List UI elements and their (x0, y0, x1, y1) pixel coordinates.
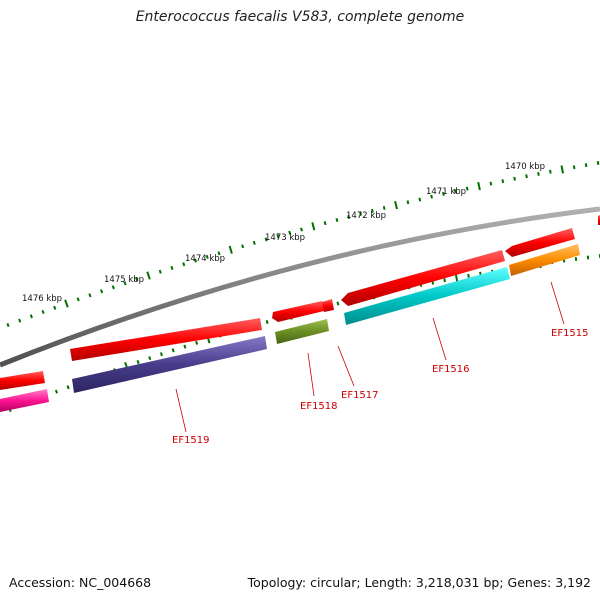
scale-label: 1473 kbp (265, 233, 305, 243)
minor-tick (241, 244, 245, 249)
minor-tick (159, 352, 163, 357)
gene-label: EF1517 (341, 390, 379, 401)
minor-tick (336, 301, 340, 306)
minor-tick (335, 217, 339, 222)
minor-tick (195, 340, 199, 345)
minor-tick (406, 200, 410, 205)
minor-tick (276, 234, 280, 239)
gene-ef1515-feature[interactable] (509, 244, 580, 276)
minor-tick (584, 163, 588, 168)
minor-tick (465, 186, 469, 191)
minor-tick (572, 165, 576, 170)
minor-tick (18, 318, 22, 323)
cds-feature[interactable] (341, 250, 505, 306)
minor-tick (217, 251, 221, 256)
gene-label: EF1516 (432, 364, 470, 375)
minor-tick (100, 289, 104, 294)
map-title: Enterococcus faecalis V583, complete gen… (135, 9, 465, 25)
minor-tick (549, 169, 552, 174)
scale-label: 1476 kbp (22, 294, 62, 304)
minor-tick (418, 197, 422, 202)
scale-label: 1471 kbp (426, 187, 466, 197)
minor-tick (123, 281, 127, 286)
leader-line (337, 345, 355, 387)
minor-tick (252, 240, 256, 245)
minor-tick (359, 211, 362, 216)
minor-tick (54, 389, 59, 394)
minor-tick (382, 205, 386, 210)
major-tick (454, 273, 459, 283)
gene-label: EF1518 (300, 401, 338, 412)
cds-feature[interactable] (272, 301, 324, 322)
genome-backbone (0, 206, 600, 368)
minor-tick (288, 230, 292, 235)
minor-tick (136, 359, 140, 365)
gene-ef1519-feature[interactable] (72, 336, 267, 393)
minor-tick (170, 265, 174, 270)
cds-feature[interactable] (0, 371, 45, 390)
minor-tick (135, 277, 139, 282)
minor-tick (442, 191, 445, 196)
major-tick (477, 181, 481, 191)
minor-tick (596, 161, 600, 165)
scale-ticks-outer (6, 161, 600, 328)
major-tick (394, 200, 398, 210)
minor-tick (300, 227, 303, 232)
minor-tick (501, 179, 505, 184)
minor-tick (29, 314, 33, 319)
major-tick (64, 299, 69, 308)
minor-tick (430, 194, 433, 199)
minor-tick (347, 214, 351, 219)
cds-feature[interactable] (322, 299, 334, 312)
leader-line (550, 281, 565, 325)
minor-tick (183, 344, 187, 349)
minor-tick (41, 309, 45, 315)
minor-tick (205, 254, 209, 259)
major-tick (228, 245, 233, 254)
major-tick (146, 271, 151, 280)
minor-tick (6, 322, 10, 328)
leader-line (307, 352, 315, 397)
major-tick (560, 165, 564, 174)
cds-feature-magenta[interactable] (0, 389, 49, 412)
minor-tick (171, 348, 175, 353)
minor-tick (265, 320, 269, 325)
minor-tick (370, 208, 374, 213)
accession-text: Accession: NC_004668 (9, 575, 152, 590)
minor-tick (158, 269, 162, 274)
scale-label: 1472 kbp (346, 211, 386, 221)
scale-label: 1475 kbp (104, 275, 144, 285)
minor-tick (88, 293, 92, 298)
minor-tick (264, 237, 268, 242)
cds-feature[interactable] (505, 228, 575, 257)
minor-tick (194, 258, 197, 263)
minor-tick (513, 176, 516, 181)
gene-ef1516-feature[interactable] (344, 267, 510, 325)
minor-tick (525, 174, 528, 179)
minor-tick (489, 181, 493, 186)
minor-tick (443, 278, 446, 283)
scale-labels: 1470 kbp 1471 kbp 1472 kbp 1473 kbp 1474 kbp… (22, 162, 545, 304)
cds-feature[interactable] (70, 318, 262, 361)
minor-tick (182, 262, 186, 267)
minor-tick (467, 273, 470, 278)
minor-tick (111, 285, 115, 290)
scale-label: 1474 kbp (185, 254, 225, 264)
scale-label: 1470 kbp (505, 162, 545, 172)
minor-tick (76, 297, 80, 302)
gene-label: EF1519 (172, 435, 210, 446)
minor-tick (148, 356, 152, 361)
minor-tick (323, 221, 327, 226)
leader-line (175, 388, 187, 433)
minor-tick (453, 189, 457, 194)
genome-summary-text: Topology: circular; Length: 3,218,031 bp… (247, 575, 591, 590)
minor-tick (53, 305, 57, 310)
minor-tick (537, 172, 540, 176)
gene-ef1518-feature[interactable] (275, 319, 329, 344)
leader-line (432, 317, 447, 361)
minor-tick (66, 385, 70, 390)
gene-label: EF1515 (551, 328, 589, 339)
major-tick (311, 222, 316, 231)
